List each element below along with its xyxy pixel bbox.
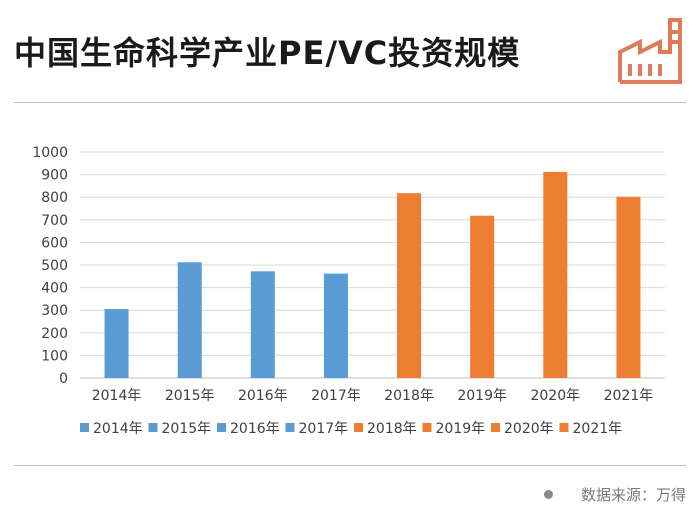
x-tick-label: 2015年 [165,388,215,404]
legend-label: 2017年 [299,421,349,437]
legend-swatch [422,423,432,432]
legend-swatch [559,423,569,432]
x-tick-label: 2021年 [604,388,654,404]
bar [177,262,202,378]
x-tick-label: 2014年 [92,388,142,404]
legend-label: 2018年 [367,421,417,437]
y-tick-label: 100 [41,348,68,364]
data-source-text: 数据来源：万得 [580,486,686,504]
x-tick-label: 2017年 [311,388,361,404]
bullet-icon [543,490,553,499]
bar [543,171,568,378]
legend-swatch [491,423,500,432]
y-tick-label: 300 [41,303,68,319]
x-tick-label: 2019年 [457,388,507,404]
x-tick-label: 2016年 [238,388,288,404]
bar [397,193,422,378]
bar-chart: 0 100 200 300 400 500 600 700 800 900 1000 2014年 201… [32,145,665,437]
bar [470,215,495,378]
header-divider [14,102,686,103]
legend-swatch [285,423,295,432]
factory-icon [618,18,682,84]
legend-swatch [354,423,363,432]
x-tick-label: 2020年 [530,388,580,404]
x-tick-label: 2018年 [384,388,434,404]
y-tick-label: 800 [41,190,68,206]
y-tick-label: 500 [41,258,68,274]
legend-label: 2014年 [93,421,143,437]
bar [616,196,641,378]
y-tick-label: 1000 [32,145,68,161]
legend-label: 2019年 [436,421,486,437]
legend-label: 2020年 [504,421,554,437]
bar [323,273,348,378]
y-tick-label: 0 [59,371,68,387]
data-source: 数据来源：万得 [543,484,686,505]
bar [104,309,129,378]
footer-divider [14,465,686,466]
page-title: 中国生命科学产业PE/VC投资规模 [14,34,521,72]
legend-label: 2021年 [573,421,623,437]
y-tick-label: 400 [41,281,68,297]
legend-label: 2016年 [230,421,280,437]
y-tick-label: 700 [41,213,68,229]
legend-swatch [217,423,226,432]
bar [250,271,275,378]
y-tick-label: 600 [41,235,68,251]
legend-swatch [80,423,89,432]
y-tick-label: 200 [41,326,68,342]
legend-swatch [148,423,158,432]
legend-label: 2015年 [162,421,212,437]
y-tick-label: 900 [41,168,68,184]
